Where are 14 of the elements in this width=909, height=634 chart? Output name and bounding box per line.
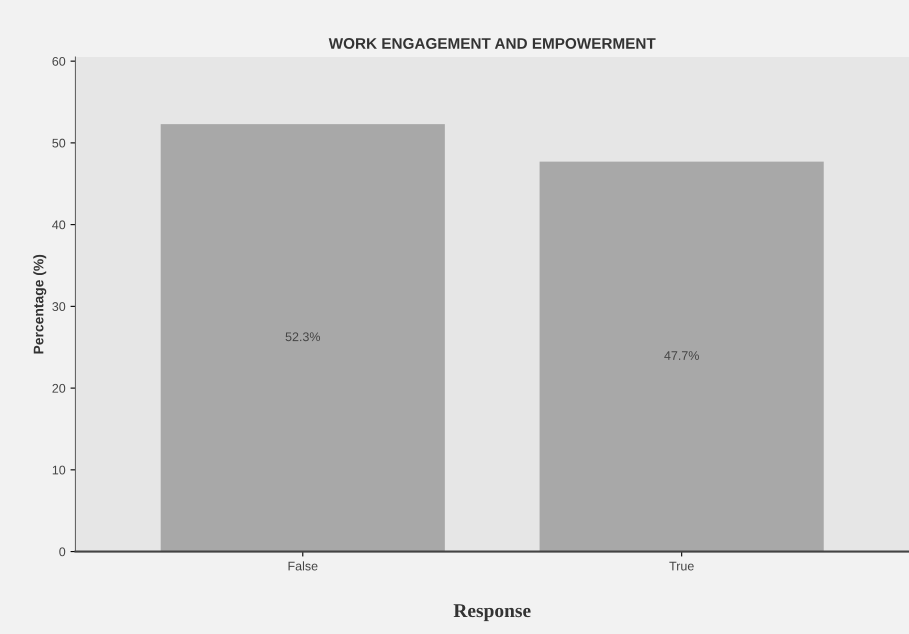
y-tick-label: 30 — [52, 302, 66, 312]
chart-title: WORK ENGAGEMENT AND EMPOWERMENT — [328, 38, 656, 49]
y-tick-label: 10 — [52, 466, 66, 474]
data-label: 52.3% — [286, 332, 320, 342]
y-tick-label: 40 — [52, 220, 66, 230]
x-axis-title: Response — [454, 604, 531, 622]
x-tick-label: False — [288, 561, 318, 570]
y-tick-label: 50 — [52, 138, 66, 148]
y-tick-label: 0 — [59, 547, 66, 556]
y-tick-label: 20 — [52, 384, 66, 393]
y-axis-title: Percentage (%) — [33, 254, 46, 354]
y-tick-label: 60 — [52, 56, 66, 66]
x-tick-label: True — [669, 562, 694, 570]
data-label: 47.7% — [664, 351, 699, 360]
